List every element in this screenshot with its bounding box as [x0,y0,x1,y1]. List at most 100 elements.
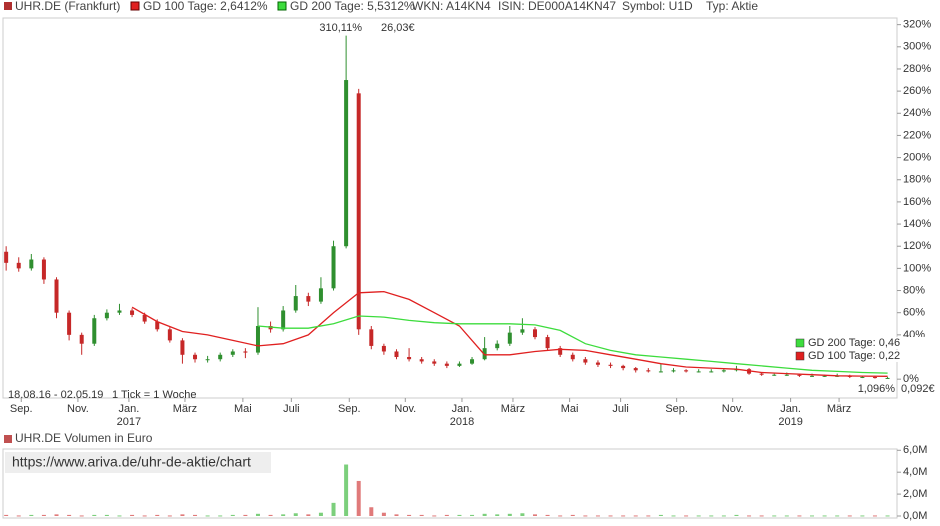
year-label: 2019 [778,416,802,428]
candle-body [671,370,676,372]
candle-body [495,343,500,349]
volume-bar [243,514,248,516]
candle-body [16,262,21,269]
volume-bar [16,515,21,517]
last-annotation: 1,096% [858,383,896,395]
volume-bar [759,515,764,517]
candle-body [470,359,475,364]
volume-bar [230,514,235,516]
volume-bar [658,514,663,516]
candle-body [331,246,336,289]
volume-bar [570,514,575,516]
candle-body [142,314,147,322]
candle-body [520,329,525,333]
y-tick-label: 320% [903,19,931,31]
candle-body [79,334,84,344]
volume-bar [205,515,210,517]
volume-bar [318,512,323,516]
watermark: https://www.ariva.de/uhr-de-aktie/chart [12,454,251,470]
candle-body [583,359,588,363]
candle-body [407,357,412,360]
y-tick-label: 2,0M [903,488,927,500]
header-info: Typ: Aktie [706,0,758,13]
y-tick-label: 60% [903,307,925,319]
volume-bar [822,515,827,517]
volume-bar [155,514,160,516]
y-tick-label: 0% [903,373,919,385]
candle-body [721,370,726,372]
candle-body [29,259,34,269]
candle-body [155,321,160,330]
candle-body [457,363,462,366]
max-annotation: 26,03€ [381,22,415,34]
y-tick-label: 220% [903,129,931,141]
y-tick-label: 160% [903,196,931,208]
candle-body [646,370,651,372]
candle-body [872,376,877,379]
x-tick-label: Nov. [722,403,744,415]
x-tick-label: Sep. [338,403,361,415]
x-tick-label: März [501,403,525,415]
volume-bar [872,515,877,517]
candle-body [633,368,638,371]
y-tick-label: 180% [903,174,931,186]
volume-bar [495,514,500,516]
x-tick-label: März [827,403,851,415]
legend-bg [793,337,940,349]
legend-swatch [795,351,805,361]
candle-body [432,361,437,364]
volume-bar [507,513,512,516]
volume-bar [684,515,689,517]
x-tick-label: Nov. [394,403,416,415]
plot-frame [2,17,898,399]
candle-body [130,310,135,315]
candle-body [41,259,46,280]
symbol-swatch [4,2,12,10]
volume-bar [558,515,563,517]
volume-bar [193,514,198,516]
volume-bar [885,515,890,517]
candle-body [709,371,714,373]
volume-bar [835,515,840,517]
candle-body [193,354,198,360]
candle-body [759,373,764,375]
legend-swatch [130,1,140,11]
moving-average-line [257,315,888,374]
candle-body [810,375,815,377]
volume-bar [394,514,399,516]
y-tick-label: 120% [903,240,931,252]
volume-bar [747,515,752,517]
volume-bar [621,515,626,517]
volume-bar [92,514,97,516]
legend-bg [793,350,940,362]
candle-body [369,329,374,346]
candle-body [658,371,663,373]
volume-bar [255,513,260,516]
watermark-bg [5,452,271,473]
candle-body [784,374,789,376]
volume-bar [709,515,714,517]
volume-bar [41,514,46,516]
candle-body [255,325,260,353]
volume-bar [444,514,449,516]
tick-info: 1 Tick = 1 Woche [112,389,196,401]
volume-bar [293,513,298,516]
candle-body [243,351,248,353]
x-tick-label: Jan. [452,403,473,415]
candle-body [117,310,122,313]
candle-body [621,365,626,369]
volume-bar [281,514,286,516]
volume-bar [734,514,739,516]
volume-bar [218,515,223,517]
volume-frame [2,448,898,519]
volume-bar [797,515,802,517]
candle-body [419,359,424,362]
candle-body [608,364,613,366]
candle-body [318,288,323,302]
volume-bar [608,515,613,517]
legend-label: GD 100 Tage: 0,22 [808,350,900,362]
x-tick-label: Juli [283,403,300,415]
candle-body [4,251,9,263]
volume-bar [432,515,437,517]
